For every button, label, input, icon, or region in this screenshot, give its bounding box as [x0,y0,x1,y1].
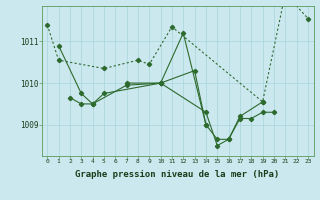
X-axis label: Graphe pression niveau de la mer (hPa): Graphe pression niveau de la mer (hPa) [76,170,280,179]
